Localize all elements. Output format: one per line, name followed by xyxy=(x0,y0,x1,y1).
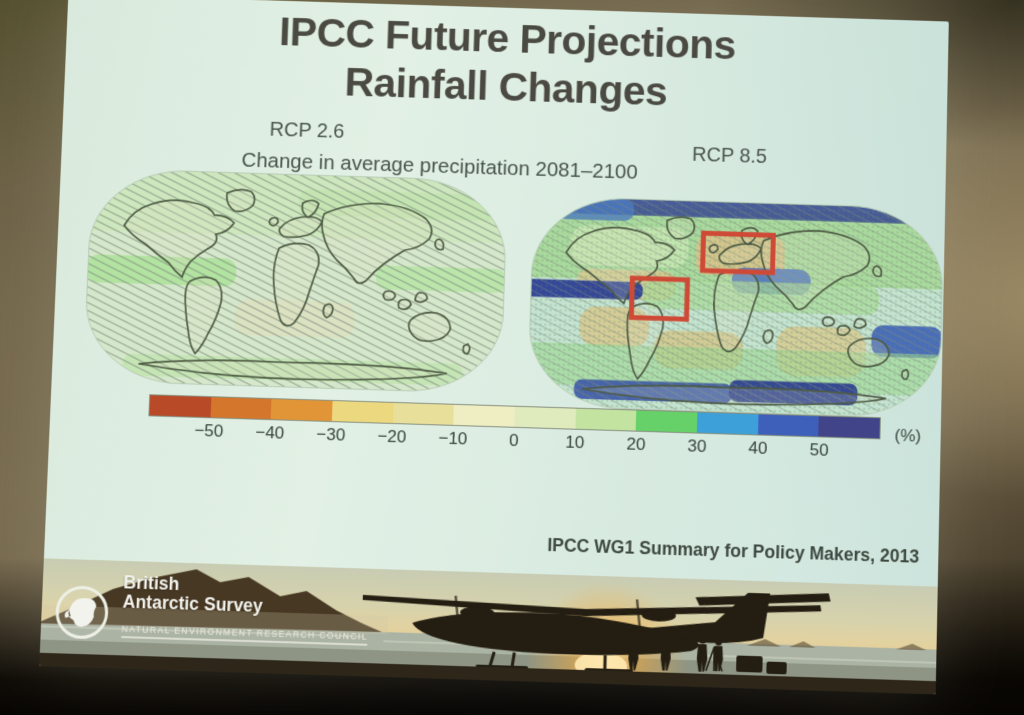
colorbar-tick-label: 10 xyxy=(565,432,585,453)
colorbar-tick-label: −50 xyxy=(194,420,224,441)
credit-text: IPCC WG1 Summary for Policy Makers, 2013 xyxy=(547,534,920,567)
colorbar-segment xyxy=(149,395,212,418)
bas-logo xyxy=(52,583,111,642)
colorbar-tick-label: 20 xyxy=(626,434,646,455)
projection-screen: IPCC Future Projections Rainfall Changes… xyxy=(39,0,949,695)
banner-photo xyxy=(39,558,938,695)
colorbar-segment xyxy=(453,404,515,427)
colorbar-segment xyxy=(575,408,637,431)
colorbar-tick-label: −10 xyxy=(438,428,468,449)
cargo-box xyxy=(736,655,763,673)
slide: IPCC Future Projections Rainfall Changes… xyxy=(43,0,949,587)
colorbar-segment xyxy=(210,397,272,420)
colorbar-tick-label: 0 xyxy=(508,430,519,451)
colorbar-unit-label: (%) xyxy=(894,425,922,446)
cargo-box xyxy=(766,661,787,675)
colorbar-segment xyxy=(696,412,759,435)
colorbar-tick-label: −40 xyxy=(255,422,285,443)
colorbar-tick-label: −30 xyxy=(316,424,346,445)
footer-banner: British Antarctic Survey NATURAL ENVIRON… xyxy=(39,558,938,695)
colorbar-tick-label: 30 xyxy=(687,436,707,457)
map-rcp26 xyxy=(82,167,509,396)
colorbar-segment xyxy=(271,399,333,422)
colorbar-segment xyxy=(392,402,455,425)
people-silhouettes xyxy=(628,636,787,675)
colorbar-segment xyxy=(331,400,394,423)
colorbar-tick-label: 40 xyxy=(748,438,768,458)
scenario-label-rcp26: RCP 2.6 xyxy=(269,118,345,143)
colorbar-tick-label: 50 xyxy=(809,440,829,460)
colorbar-segment xyxy=(514,406,576,429)
colorbar-segment xyxy=(636,410,698,433)
highlight-box-south-america xyxy=(628,275,691,322)
colorbar-segment xyxy=(757,414,820,437)
distant-hills xyxy=(746,638,927,652)
banner-foreground xyxy=(39,652,936,695)
colorbar-segment xyxy=(818,416,880,439)
colorbar-tick-label: −20 xyxy=(377,426,407,447)
map-rcp85 xyxy=(526,193,945,421)
antarctica-icon xyxy=(52,583,111,642)
